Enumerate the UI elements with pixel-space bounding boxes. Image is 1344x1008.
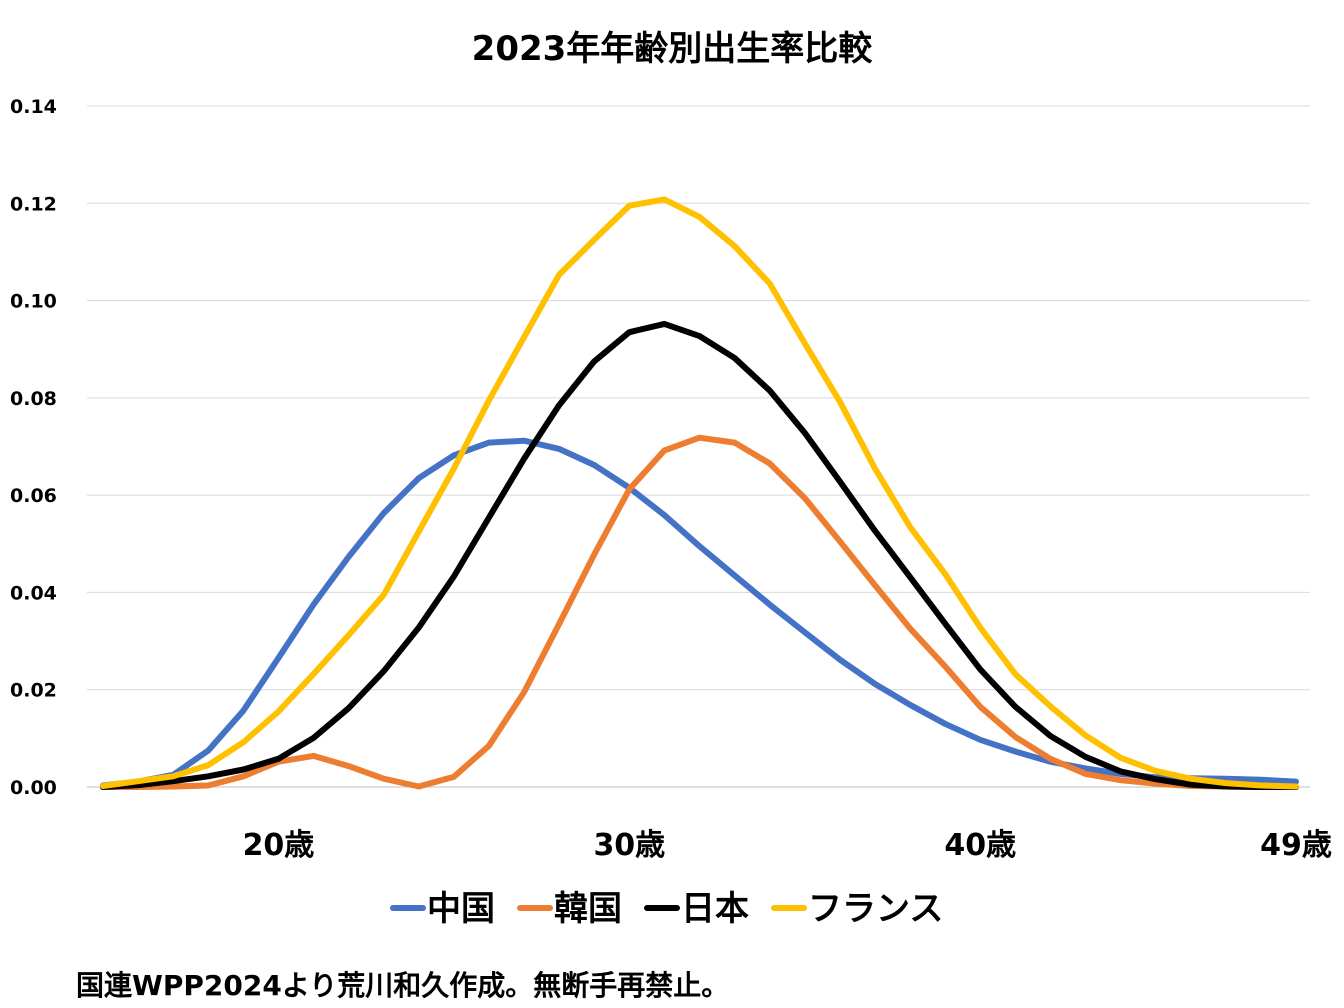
legend-label: 日本 bbox=[681, 889, 749, 929]
y-axis-ticks: 0.00 0.02 0.04 0.06 0.08 0.10 0.12 0.14 bbox=[10, 96, 57, 799]
legend: 中国 韓国 日本 フランス bbox=[390, 889, 943, 929]
y-tick-label: 0.06 bbox=[10, 485, 57, 507]
x-tick-label: 40歳 bbox=[944, 828, 1016, 863]
y-tick-label: 0.10 bbox=[10, 291, 57, 313]
x-axis-ticks: 20歳 30歳 40歳 49歳 bbox=[243, 828, 1332, 863]
y-tick-label: 0.02 bbox=[10, 680, 57, 702]
gridlines bbox=[87, 105, 1310, 788]
y-tick-label: 0.04 bbox=[10, 582, 57, 604]
y-tick-label: 0.14 bbox=[10, 96, 57, 118]
source-note: 国連WPP2024より荒川和久作成。無断手再禁止。 bbox=[76, 969, 730, 1002]
legend-label: フランス bbox=[808, 889, 943, 929]
series-lines bbox=[100, 196, 1299, 790]
legend-label: 韓国 bbox=[554, 889, 622, 929]
y-tick-label: 0.12 bbox=[10, 193, 57, 215]
x-tick-label: 49歳 bbox=[1260, 828, 1332, 863]
series-line bbox=[100, 320, 1299, 790]
x-tick-label: 20歳 bbox=[243, 828, 315, 863]
x-tick-label: 30歳 bbox=[593, 828, 665, 863]
series-line bbox=[100, 437, 1299, 789]
legend-label: 中国 bbox=[427, 889, 495, 929]
y-tick-label: 0.08 bbox=[10, 388, 57, 410]
series-line bbox=[100, 196, 1299, 790]
series-line bbox=[100, 434, 1299, 790]
y-tick-label: 0.00 bbox=[10, 777, 57, 799]
chart-title: 2023年年齢別出生率比較 bbox=[472, 29, 874, 69]
